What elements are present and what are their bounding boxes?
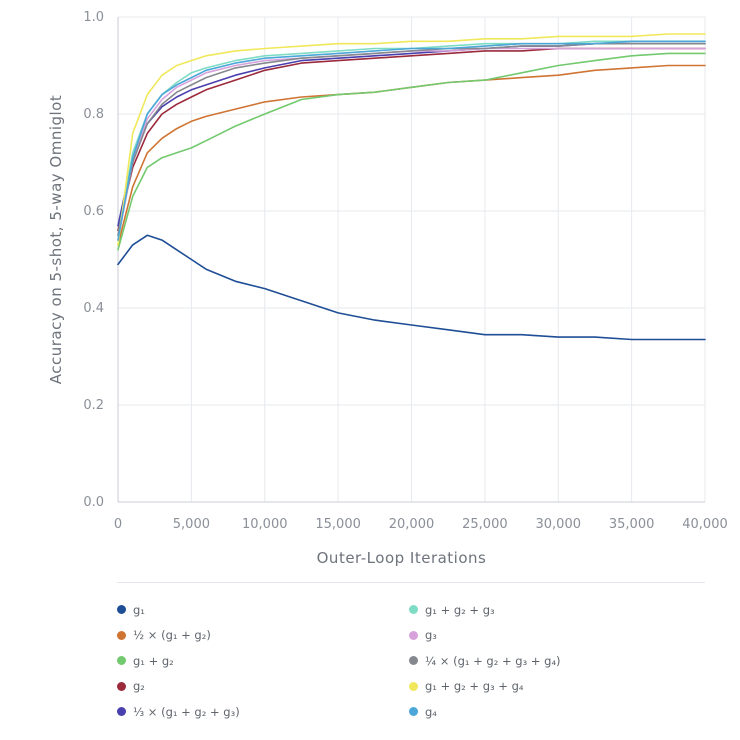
- legend-label: g₁ + g₂ + g₃: [425, 602, 495, 617]
- series-line-10: [117, 40, 706, 241]
- x-tick-label: 5,000: [173, 517, 210, 532]
- legend-label: g₂: [133, 679, 145, 694]
- legend: g₁ ½ × (g₁ + g₂) g₁ + g₂ g₂ ⅓ × (g₁ + g₂ + g…: [117, 597, 677, 727]
- x-axis-title: Outer-Loop Iterations: [317, 549, 487, 567]
- legend-swatch: [409, 656, 418, 666]
- y-tick-label: 0.8: [83, 107, 104, 122]
- legend-swatch: [117, 605, 126, 615]
- series-line-1: [117, 234, 706, 341]
- legend-swatch: [409, 630, 418, 640]
- x-tick-label: 30,000: [536, 517, 582, 532]
- y-tick-label: 1.0: [83, 10, 104, 25]
- legend-label: g₁: [133, 602, 145, 617]
- x-tick-label: 35,000: [609, 517, 655, 532]
- legend-item: ⅓ × (g₁ + g₂ + g₃): [117, 699, 409, 725]
- legend-swatch: [117, 707, 126, 717]
- legend-item: g₁ + g₂ + g₃: [409, 597, 677, 623]
- legend-item: g₁ + g₂: [117, 648, 409, 674]
- legend-swatch: [409, 707, 418, 717]
- y-tick-label: 0.6: [83, 204, 104, 219]
- legend-item: ½ × (g₁ + g₂): [117, 623, 409, 649]
- legend-label: ¼ × (g₁ + g₂ + g₃ + g₄): [425, 653, 561, 668]
- legend-item: g₁ + g₂ + g₃ + g₄: [409, 674, 677, 700]
- legend-item: g₂: [117, 674, 409, 700]
- legend-label: g₄: [425, 704, 437, 719]
- y-tick-label: 0.2: [83, 398, 104, 413]
- legend-item: g₄: [409, 699, 677, 725]
- series-line-9: [117, 33, 706, 246]
- x-tick-label: 10,000: [242, 517, 288, 532]
- x-tick-label: 40,000: [682, 517, 728, 532]
- y-tick-label: 0.4: [83, 301, 104, 316]
- line-chart: 0.0 0.2 0.4 0.6 0.8 1.0 0 5,000 10,000 15,000 20,0…: [47, 10, 728, 567]
- legend-label: ⅓ × (g₁ + g₂ + g₃): [133, 704, 240, 719]
- legend-label: g₁ + g₂: [133, 653, 174, 668]
- legend-item: ¼ × (g₁ + g₂ + g₃ + g₄): [409, 648, 677, 674]
- chart-area: 0.0 0.2 0.4 0.6 0.8 1.0 0 5,000 10,000 15,000 20,0…: [47, 10, 728, 567]
- legend-item: g₁: [117, 597, 409, 623]
- legend-label: g₃: [425, 628, 437, 643]
- y-tick-label: 0.0: [83, 495, 104, 510]
- y-axis-title: Accuracy on 5-shot, 5-way Omniglot: [47, 95, 65, 384]
- legend-swatch: [117, 630, 126, 640]
- legend-divider: [117, 582, 705, 583]
- x-tick-label: 25,000: [462, 517, 508, 532]
- legend-item: g₃: [409, 623, 677, 649]
- legend-swatch: [117, 681, 126, 691]
- legend-label: ½ × (g₁ + g₂): [133, 628, 211, 643]
- legend-swatch: [117, 656, 126, 666]
- series-line-3: [117, 52, 706, 251]
- legend-label: g₁ + g₂ + g₃ + g₄: [425, 679, 524, 694]
- x-tick-label: 0: [114, 517, 122, 532]
- legend-swatch: [409, 605, 418, 615]
- x-tick-label: 20,000: [389, 517, 435, 532]
- x-tick-label: 15,000: [315, 517, 361, 532]
- legend-swatch: [409, 681, 418, 691]
